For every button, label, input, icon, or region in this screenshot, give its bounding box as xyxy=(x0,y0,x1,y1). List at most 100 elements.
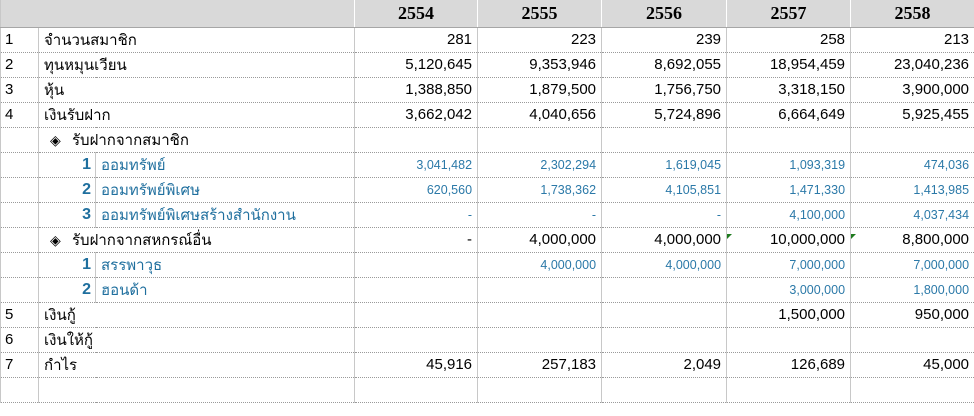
item-label-cell[interactable]: ทุนหมุนเวียน xyxy=(37,52,356,78)
value-cell[interactable]: 4,000,000 xyxy=(477,227,603,253)
value-cell[interactable]: - xyxy=(354,202,479,228)
item-label-cell[interactable]: เงินให้กู้ xyxy=(37,327,356,353)
header-corner-cell[interactable] xyxy=(0,0,356,28)
value-cell[interactable]: 4,040,656 xyxy=(477,102,603,128)
sub-item-label[interactable]: ฮอนด้า xyxy=(95,277,356,303)
value-cell[interactable]: 3,041,482 xyxy=(354,152,479,178)
value-cell[interactable]: 281 xyxy=(354,27,479,53)
sub-item-number[interactable]: 2 xyxy=(38,277,96,303)
row-number-cell[interactable] xyxy=(0,227,39,253)
value-cell[interactable] xyxy=(726,127,852,153)
value-cell[interactable]: 8,800,000 xyxy=(850,227,974,253)
item-label-cell[interactable]: กำไร xyxy=(37,352,356,378)
value-cell[interactable]: 5,120,645 xyxy=(354,52,479,78)
value-cell[interactable] xyxy=(477,302,603,328)
value-cell[interactable]: 620,560 xyxy=(354,177,479,203)
value-cell[interactable]: 5,724,896 xyxy=(601,102,728,128)
sub-item-number[interactable]: 1 xyxy=(38,252,96,278)
value-cell[interactable]: 2,302,294 xyxy=(477,152,603,178)
value-cell[interactable]: 9,353,946 xyxy=(477,52,603,78)
value-cell[interactable]: 1,093,319 xyxy=(726,152,852,178)
row-number-cell[interactable]: 7 xyxy=(0,352,39,378)
value-cell[interactable] xyxy=(354,302,479,328)
value-cell[interactable] xyxy=(354,377,479,403)
value-cell[interactable] xyxy=(354,327,479,353)
value-cell[interactable]: 4,000,000 xyxy=(477,252,603,278)
group-label-cell[interactable]: ◈ รับฝากจากสหกรณ์อื่น xyxy=(37,227,356,253)
value-cell[interactable] xyxy=(354,277,479,303)
sub-item-label[interactable]: ออมทรัพย์พิเศษสร้างสำนักงาน xyxy=(95,202,356,228)
value-cell[interactable] xyxy=(354,252,479,278)
value-cell[interactable]: 3,900,000 xyxy=(850,77,974,103)
value-cell[interactable]: 1,471,330 xyxy=(726,177,852,203)
value-cell[interactable]: 258 xyxy=(726,27,852,53)
value-cell[interactable]: 5,925,455 xyxy=(850,102,974,128)
value-cell[interactable]: 1,756,750 xyxy=(601,77,728,103)
year-header-cell[interactable]: 2558 xyxy=(850,0,974,28)
row-number-cell[interactable] xyxy=(0,202,39,228)
item-label-cell[interactable]: เงินกู้ xyxy=(37,302,356,328)
value-cell[interactable]: 257,183 xyxy=(477,352,603,378)
value-cell[interactable]: 3,318,150 xyxy=(726,77,852,103)
row-number-cell[interactable] xyxy=(0,377,39,403)
value-cell[interactable]: - xyxy=(601,202,728,228)
sub-item-number[interactable]: 3 xyxy=(38,202,96,228)
row-number-cell[interactable]: 1 xyxy=(0,27,39,53)
item-label-cell[interactable]: เงินรับฝาก xyxy=(37,102,356,128)
value-cell[interactable] xyxy=(726,377,852,403)
row-number-cell[interactable] xyxy=(0,177,39,203)
value-cell[interactable] xyxy=(477,127,603,153)
sub-item-number[interactable]: 2 xyxy=(38,177,96,203)
row-number-cell[interactable]: 6 xyxy=(0,327,39,353)
item-label-cell[interactable] xyxy=(37,377,356,403)
value-cell[interactable] xyxy=(477,377,603,403)
value-cell[interactable]: 1,500,000 xyxy=(726,302,852,328)
row-number-cell[interactable]: 4 xyxy=(0,102,39,128)
value-cell[interactable] xyxy=(850,127,974,153)
row-number-cell[interactable]: 5 xyxy=(0,302,39,328)
value-cell[interactable]: 1,388,850 xyxy=(354,77,479,103)
value-cell[interactable]: 23,040,236 xyxy=(850,52,974,78)
sub-item-label[interactable]: ออมทรัพย์พิเศษ xyxy=(95,177,356,203)
value-cell[interactable]: - xyxy=(477,202,603,228)
year-header-cell[interactable]: 2557 xyxy=(726,0,852,28)
value-cell[interactable]: 4,105,851 xyxy=(601,177,728,203)
value-cell[interactable]: 1,879,500 xyxy=(477,77,603,103)
value-cell[interactable]: 7,000,000 xyxy=(726,252,852,278)
row-number-cell[interactable] xyxy=(0,152,39,178)
value-cell[interactable] xyxy=(477,277,603,303)
value-cell[interactable]: 2,049 xyxy=(601,352,728,378)
value-cell[interactable]: 239 xyxy=(601,27,728,53)
value-cell[interactable]: 213 xyxy=(850,27,974,53)
value-cell[interactable] xyxy=(477,327,603,353)
value-cell[interactable]: 4,037,434 xyxy=(850,202,974,228)
value-cell[interactable]: 126,689 xyxy=(726,352,852,378)
row-number-cell[interactable]: 2 xyxy=(0,52,39,78)
value-cell[interactable]: 3,662,042 xyxy=(354,102,479,128)
value-cell[interactable]: 7,000,000 xyxy=(850,252,974,278)
value-cell[interactable]: 1,619,045 xyxy=(601,152,728,178)
year-header-cell[interactable]: 2556 xyxy=(601,0,728,28)
value-cell[interactable]: 8,692,055 xyxy=(601,52,728,78)
value-cell[interactable] xyxy=(850,327,974,353)
item-label-cell[interactable]: จำนวนสมาชิก xyxy=(37,27,356,53)
year-header-cell[interactable]: 2554 xyxy=(354,0,479,28)
value-cell[interactable]: 3,000,000 xyxy=(726,277,852,303)
value-cell[interactable] xyxy=(601,327,728,353)
sub-item-label[interactable]: สรรพาวุธ xyxy=(95,252,356,278)
value-cell[interactable]: 1,738,362 xyxy=(477,177,603,203)
group-label-cell[interactable]: ◈ รับฝากจากสมาชิก xyxy=(37,127,356,153)
value-cell[interactable]: 4,100,000 xyxy=(726,202,852,228)
value-cell[interactable]: 10,000,000 xyxy=(726,227,852,253)
value-cell[interactable] xyxy=(601,127,728,153)
row-number-cell[interactable]: 3 xyxy=(0,77,39,103)
sub-item-label[interactable]: ออมทรัพย์ xyxy=(95,152,356,178)
value-cell[interactable]: 6,664,649 xyxy=(726,102,852,128)
value-cell[interactable]: 474,036 xyxy=(850,152,974,178)
row-number-cell[interactable] xyxy=(0,127,39,153)
row-number-cell[interactable] xyxy=(0,252,39,278)
sub-item-number[interactable]: 1 xyxy=(38,152,96,178)
value-cell[interactable]: 45,000 xyxy=(850,352,974,378)
row-number-cell[interactable] xyxy=(0,277,39,303)
value-cell[interactable]: 950,000 xyxy=(850,302,974,328)
